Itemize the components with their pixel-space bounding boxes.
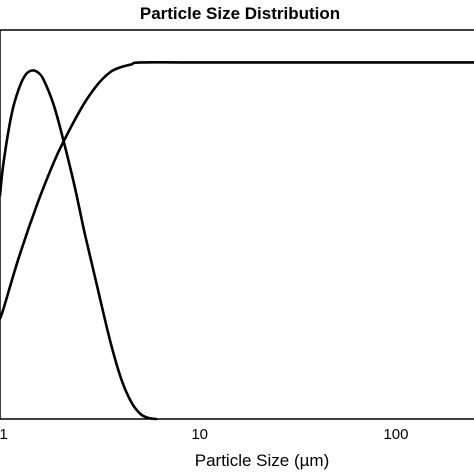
series-line-distribution: [0, 69, 158, 421]
chart-title: Particle Size Distribution: [140, 4, 340, 23]
x-axis-label: Particle Size (µm): [195, 451, 329, 470]
x-tick-label-100: 100: [383, 426, 408, 443]
series-layer: [0, 60, 474, 421]
series-line-cumulative: [0, 60, 474, 320]
x-tick-label-10: 10: [191, 426, 208, 443]
x-tick-label-1: 1: [0, 426, 8, 443]
plot-frame: [0, 29, 474, 420]
x-tick-layer: 1 10 100: [0, 426, 408, 443]
